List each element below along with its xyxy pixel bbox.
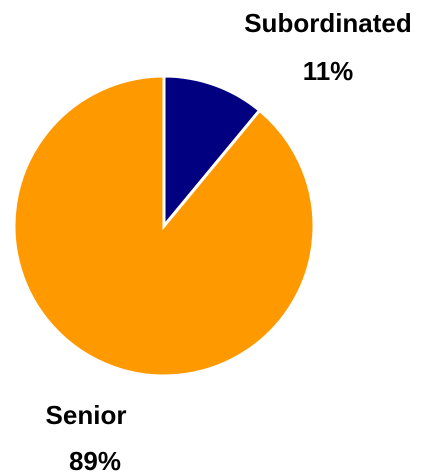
pie-slice-subordinated	[162, 74, 262, 231]
slice-label-senior-percent: 89%	[69, 446, 121, 474]
slices-layer	[12, 74, 316, 378]
pie-slice-senior	[12, 74, 316, 378]
slice-label-subordinated: Subordinated 11%	[244, 8, 412, 86]
slice-label-subordinated-percent: 11%	[303, 56, 354, 86]
slice-label-subordinated-name: Subordinated	[244, 8, 412, 38]
slice-label-senior-name: Senior	[46, 400, 127, 430]
slice-label-senior: Senior 89%	[46, 400, 127, 474]
